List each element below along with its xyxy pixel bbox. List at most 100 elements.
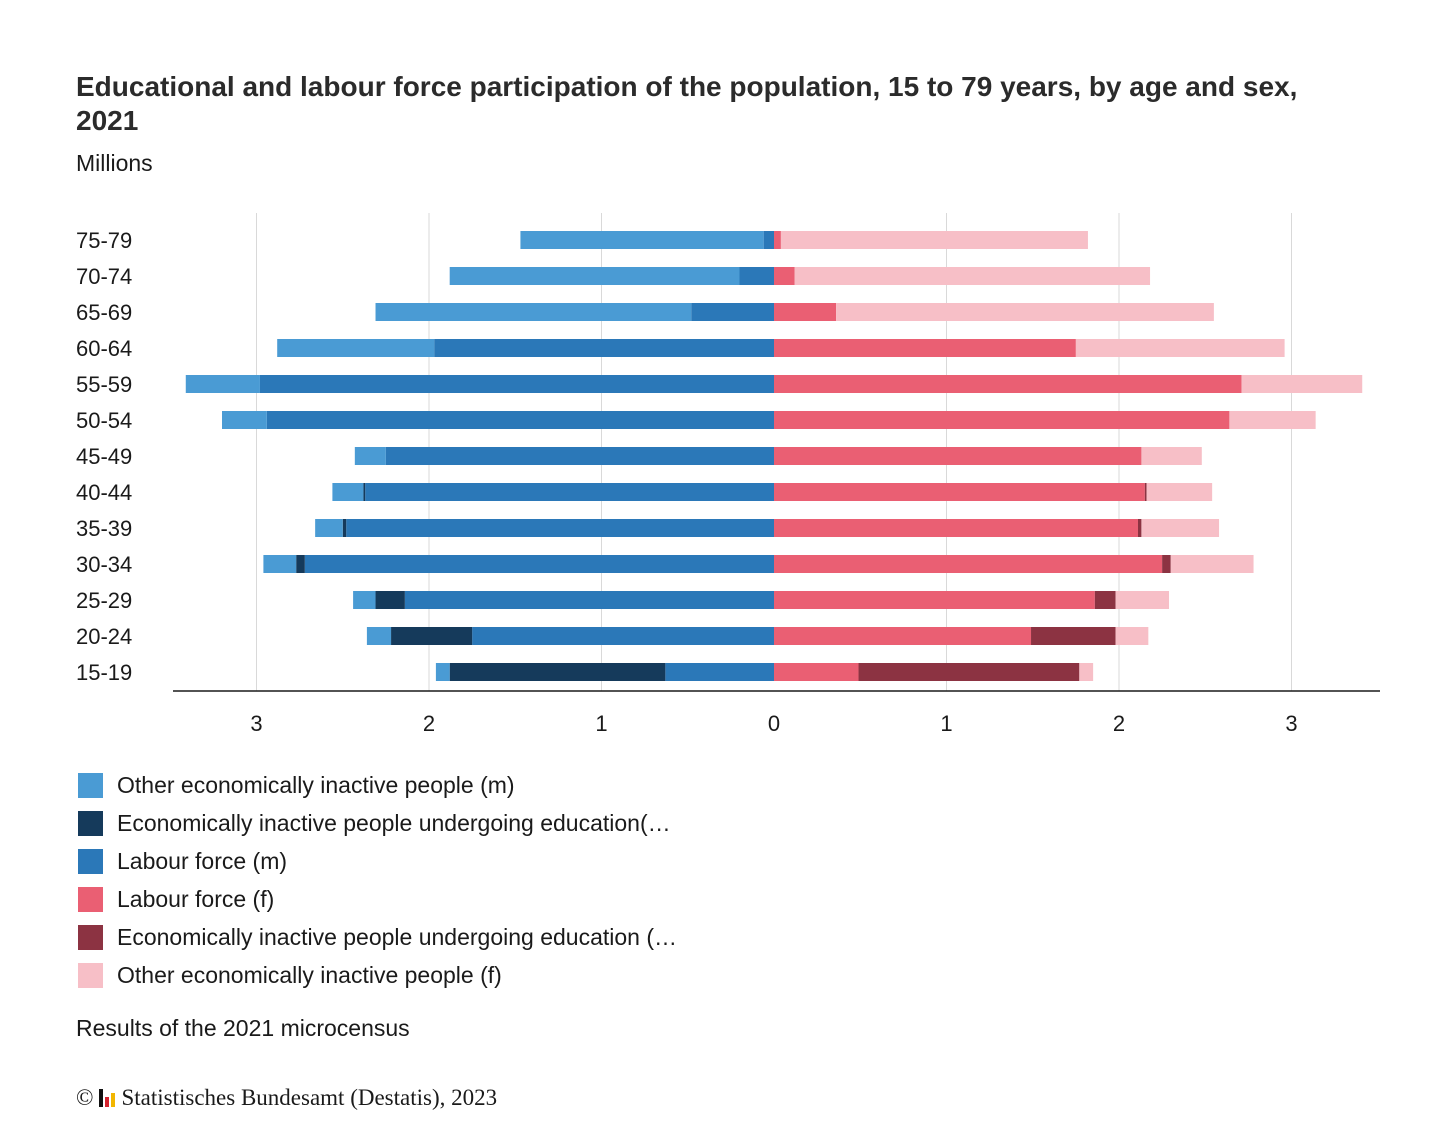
bar-segment-female [774,555,1163,573]
legend-label: Labour force (f) [117,885,275,912]
legend: Other economically inactive people (m) E… [78,766,677,994]
bar-segment-female [774,663,859,681]
bar-segment-female [1079,663,1094,681]
legend-swatch [78,924,103,950]
bar-segment-female [774,519,1138,537]
y-category-label: 50-54 [76,408,132,433]
bar-segment-female [836,303,1214,321]
bar-segment-female [1144,483,1147,501]
bar-segment-female [1115,591,1170,609]
x-tick-label: 1 [940,711,952,736]
bars [185,231,1363,681]
bar-segment-female [774,411,1230,429]
bar-segment-female [780,231,1088,249]
chart-subtitle: Millions [76,150,153,176]
x-tick-label: 1 [595,711,607,736]
category-labels: 75-79 70-74 65-69 60-64 55-59 50-54 45-49 40-44… [76,228,132,685]
bar-segment-male [332,483,364,501]
destatis-logo-icon [99,1089,116,1107]
y-category-label: 35-39 [76,516,132,541]
bar-segment-male [763,231,774,249]
legend-swatch [78,886,103,912]
bar-segment-male [277,339,435,357]
bar-segment-male [353,591,376,609]
bar-segment-female [774,447,1142,465]
bar-segment-female [774,591,1095,609]
bar-segment-male [346,519,774,537]
y-category-label: 25-29 [76,588,132,613]
legend-label: Other economically inactive people (f) [117,961,502,988]
x-tick-label: 2 [423,711,435,736]
y-category-label: 65-69 [76,300,132,325]
bar-segment-female [858,663,1080,681]
bar-segment-male [185,375,260,393]
legend-label: Economically inactive people undergoing … [117,923,678,950]
bar-segment-male [266,411,774,429]
bar-segment-female [1141,447,1202,465]
legend-item-other-inactive-m[interactable]: Other economically inactive people (m) [78,766,677,804]
y-category-label: 15-19 [76,660,132,685]
bar-segment-male [434,339,774,357]
y-category-label: 30-34 [76,552,132,577]
legend-swatch [78,848,103,874]
y-category-label: 20-24 [76,624,132,649]
bar-segment-female [794,267,1151,285]
x-axis: 3 2 1 0 1 2 3 [173,690,1380,736]
bar-segment-male [296,555,305,573]
bar-segment-female [1229,411,1316,429]
bar-segment-female [1241,375,1363,393]
legend-swatch [78,810,103,836]
bar-segment-female [774,231,781,249]
y-category-label: 55-59 [76,372,132,397]
x-tick-label: 3 [1285,711,1297,736]
chart-title: Educational and labour force participati… [76,71,1298,136]
bar-segment-male [385,447,774,465]
bar-segment-male [739,267,774,285]
bar-segment-female [774,375,1242,393]
bar-segment-male [365,483,774,501]
bar-segment-male [354,447,386,465]
legend-label: Labour force (m) [117,847,288,874]
bar-segment-male [391,627,473,645]
legend-swatch [78,772,103,798]
legend-swatch [78,962,103,988]
legend-item-education-inactive-m[interactable]: Economically inactive people undergoing … [78,804,677,842]
bar-segment-female [774,339,1076,357]
x-tick-label: 2 [1113,711,1125,736]
bar-segment-female [774,267,795,285]
bar-segment-male [665,663,774,681]
bar-segment-male [375,591,405,609]
bar-segment-female [1137,519,1142,537]
copyright-footer: © Statistisches Bundesamt (Destatis), 20… [76,1085,497,1111]
bar-segment-male [304,555,774,573]
legend-item-labour-force-f[interactable]: Labour force (f) [78,880,677,918]
source-note: Results of the 2021 microcensus [76,1015,410,1041]
bar-segment-male [472,627,774,645]
bar-segment-female [1162,555,1171,573]
legend-item-labour-force-m[interactable]: Labour force (m) [78,842,677,880]
bar-segment-male [363,483,366,501]
bar-segment-male [435,663,450,681]
x-tick-label: 3 [250,711,262,736]
bar-segment-male [315,519,343,537]
bar-segment-female [1141,519,1220,537]
population-pyramid-chart: 75-79 70-74 65-69 60-64 55-59 50-54 45-49 40-44… [76,213,1380,736]
bar-segment-female [1115,627,1149,645]
bar-segment-male [520,231,764,249]
bar-segment-male [222,411,267,429]
legend-item-education-inactive-f[interactable]: Economically inactive people undergoing … [78,918,677,956]
bar-segment-male [404,591,774,609]
y-category-label: 75-79 [76,228,132,253]
bar-segment-female [774,303,837,321]
legend-label: Other economically inactive people (m) [117,771,515,798]
x-tick-label: 0 [768,711,780,736]
legend-item-other-inactive-f[interactable]: Other economically inactive people (f) [78,956,677,994]
bar-segment-female [1031,627,1116,645]
legend-label: Economically inactive people undergoing … [117,809,671,836]
copyright-symbol: © [76,1085,94,1110]
bar-segment-female [1146,483,1213,501]
bar-segment-male [342,519,347,537]
bar-segment-female [1075,339,1285,357]
bar-segment-female [1170,555,1254,573]
bar-segment-male [366,627,392,645]
